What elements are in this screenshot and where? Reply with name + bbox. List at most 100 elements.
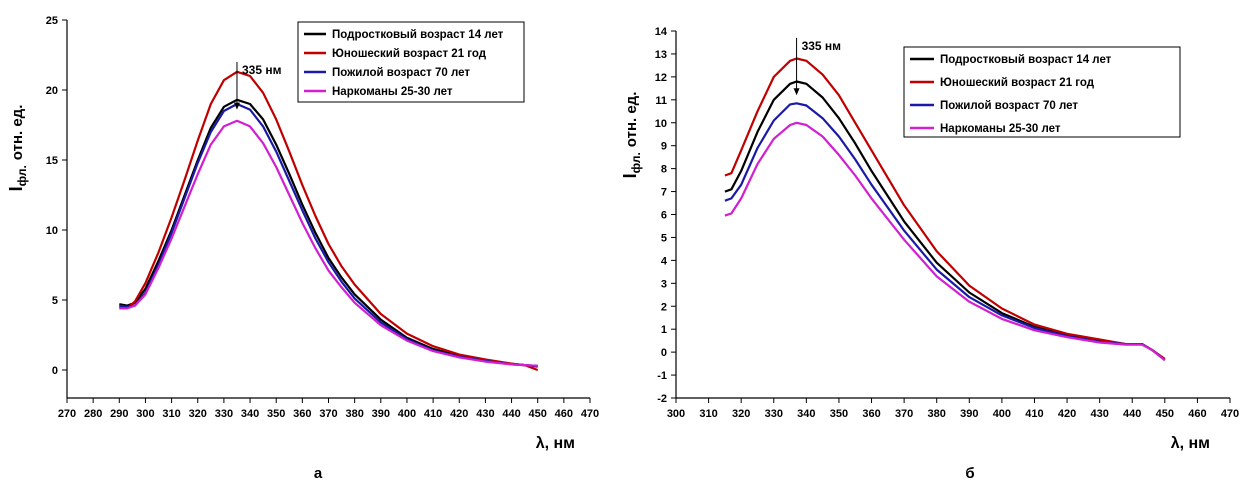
legend-label-2: Юношеский возраст 21 год <box>940 77 1095 89</box>
x-tick-label: 300 <box>667 408 685 420</box>
y-tick-label: 10 <box>655 118 667 130</box>
y-tick-label: -1 <box>657 370 667 382</box>
y-tick-label: 4 <box>661 255 668 267</box>
x-tick-label: 310 <box>699 408 717 420</box>
legend: Подростковый возраст 14 лет Юношеский воз… <box>903 46 1181 138</box>
series-line-3 <box>119 102 538 367</box>
legend-label-2: Юношеский возраст 21 год <box>332 48 487 60</box>
series-line-4 <box>119 119 538 367</box>
y-axis-title-sub: фл. <box>629 152 643 173</box>
y-tick-label: 6 <box>661 210 667 222</box>
legend-box <box>297 21 525 103</box>
x-tick-label: 380 <box>345 408 363 420</box>
x-tick-label: 370 <box>895 408 913 420</box>
x-axis-title: λ, нм <box>536 435 575 452</box>
x-tick-label: 270 <box>58 408 76 420</box>
x-tick-label: 330 <box>215 408 233 420</box>
y-axis-title-rest: отн. ед. <box>623 92 640 148</box>
y-axis-title-main: I <box>6 186 26 191</box>
y-axis-title-main: I <box>620 173 640 178</box>
x-tick-label: 470 <box>581 408 599 420</box>
series-line-2 <box>724 57 1166 360</box>
y-tick-label: 5 <box>52 295 58 307</box>
y-tick-label: 20 <box>46 85 58 97</box>
x-tick-label: 360 <box>862 408 880 420</box>
legend: Подростковый возраст 14 лет Юношеский воз… <box>297 21 525 103</box>
x-tick-label: 440 <box>502 408 520 420</box>
x-tick-label: 350 <box>267 408 285 420</box>
x-tick-label: 440 <box>1123 408 1141 420</box>
y-tick-label: 15 <box>46 155 58 167</box>
series-line-3 <box>724 102 1166 362</box>
x-tick-label: 400 <box>993 408 1011 420</box>
chart-panel-a: 270 280 290 300 310 320 330 340 350 360 370 380 390 4… <box>6 15 599 482</box>
y-tick-label: 14 <box>655 26 668 38</box>
y-tick-label: 11 <box>655 95 667 107</box>
x-tick-label: 310 <box>162 408 180 420</box>
y-axis-title-sub: фл. <box>15 165 29 186</box>
x-tick-label: 450 <box>1156 408 1174 420</box>
x-tick-label: 390 <box>960 408 978 420</box>
series-line-4 <box>724 121 1166 362</box>
panel-label: б <box>965 465 974 482</box>
y-tick-label: 0 <box>661 347 667 359</box>
y-tick-label: 7 <box>661 187 667 199</box>
x-axis-title: λ, нм <box>1171 435 1210 452</box>
x-tick-label: 420 <box>450 408 468 420</box>
y-tick-label: 0 <box>52 365 58 377</box>
x-tick-label: 350 <box>830 408 848 420</box>
y-tick-label: 1 <box>661 324 667 336</box>
x-tick-label: 360 <box>293 408 311 420</box>
y-tick-label: 5 <box>661 232 667 244</box>
x-tick-label: 430 <box>476 408 494 420</box>
x-tick-label: 460 <box>1188 408 1206 420</box>
x-tick-label: 330 <box>765 408 783 420</box>
x-tick-label: 420 <box>1058 408 1076 420</box>
x-tick-label: 300 <box>136 408 154 420</box>
x-tick-label: 320 <box>189 408 207 420</box>
y-tick-label: 10 <box>46 225 58 237</box>
x-tick-label: 380 <box>928 408 946 420</box>
series-line-2 <box>119 70 539 372</box>
x-tick-label: 430 <box>1090 408 1108 420</box>
y-tick-label: 9 <box>661 141 667 153</box>
y-axis-title-rest: отн. ед. <box>9 105 26 161</box>
x-tick-label: 370 <box>319 408 337 420</box>
y-tick-label: -2 <box>657 393 667 405</box>
x-tick-label: 280 <box>84 408 102 420</box>
x-tick-label: 410 <box>424 408 442 420</box>
y-axis-title: Iфл. отн. ед. <box>620 92 643 179</box>
legend-label-4: Наркоманы 25-30 лет <box>940 123 1061 135</box>
annotation-label: 335 нм <box>802 39 842 53</box>
legend-label-4: Наркоманы 25-30 лет <box>332 86 453 98</box>
x-tick-label: 450 <box>529 408 547 420</box>
annotation-arrow-head <box>793 88 800 96</box>
y-axis-title: Iфл. отн. ед. <box>6 105 29 192</box>
annotation-arrow-head <box>233 102 240 110</box>
chart-panel-b: 300 310 320 330 340 350 360 370 380 390 400 410 420 4… <box>620 26 1239 482</box>
legend-box <box>903 46 1181 138</box>
x-tick-label: 470 <box>1221 408 1239 420</box>
y-tick-label: 25 <box>46 15 58 27</box>
x-tick-label: 460 <box>555 408 573 420</box>
x-tick-label: 400 <box>398 408 416 420</box>
annotation-label: 335 нм <box>242 63 282 77</box>
x-tick-label: 410 <box>1025 408 1043 420</box>
legend-label-1: Подростковый возраст 14 лет <box>940 54 1112 66</box>
x-tick-label: 290 <box>110 408 128 420</box>
legend-label-3: Пожилой возраст 70 лет <box>332 67 470 79</box>
series-line-1 <box>119 98 538 368</box>
y-tick-label: 13 <box>655 49 667 61</box>
y-tick-label: 8 <box>661 164 667 176</box>
y-tick-label: 2 <box>661 301 667 313</box>
x-tick-label: 340 <box>241 408 259 420</box>
x-tick-label: 320 <box>732 408 750 420</box>
x-tick-label: 340 <box>797 408 815 420</box>
y-tick-label: 12 <box>655 72 667 84</box>
x-tick-label: 390 <box>372 408 390 420</box>
legend-label-3: Пожилой возраст 70 лет <box>940 100 1078 112</box>
panel-label: а <box>314 465 323 482</box>
y-tick-label: 3 <box>661 278 667 290</box>
legend-label-1: Подростковый возраст 14 лет <box>332 29 504 41</box>
